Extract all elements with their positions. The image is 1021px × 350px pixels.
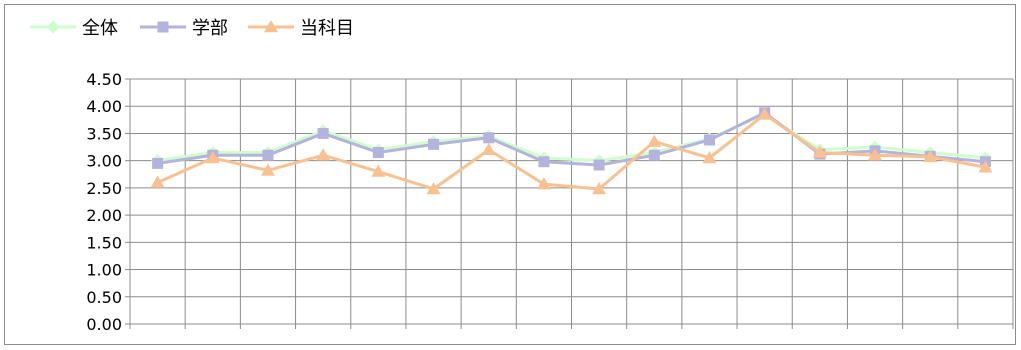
series-layer <box>150 107 993 195</box>
legend-label: 全体 <box>82 18 118 39</box>
y-tick-label: 4.00 <box>86 97 122 116</box>
data-point <box>260 163 275 176</box>
data-point <box>647 134 662 147</box>
data-point <box>812 145 827 158</box>
y-tick-label: 2.00 <box>86 206 122 225</box>
legend: 全体 学部 当科目 <box>30 18 354 39</box>
data-point <box>978 160 993 173</box>
legend-item: 学部 <box>140 18 228 39</box>
data-point <box>757 107 772 120</box>
y-tick-label: 3.00 <box>86 152 122 171</box>
legend-label: 学部 <box>192 18 228 39</box>
gridlines <box>129 78 1014 325</box>
y-tick-label: 3.50 <box>86 124 122 143</box>
data-point <box>593 159 605 171</box>
data-point <box>536 177 551 190</box>
data-point <box>317 127 329 139</box>
data-point <box>371 164 386 177</box>
data-point <box>372 147 384 158</box>
data-point <box>703 134 715 146</box>
y-tick-label: 1.50 <box>86 233 122 252</box>
y-tick-labels: 0.00 0.50 1.00 1.50 2.00 2.50 3.00 3.50 4.00 4.50 <box>86 70 122 334</box>
legend-marker <box>157 21 169 33</box>
y-tick-label: 1.00 <box>86 261 122 280</box>
data-point <box>702 150 717 164</box>
legend-label: 当科目 <box>300 18 354 39</box>
legend-marker <box>264 20 278 33</box>
data-point <box>483 132 495 144</box>
legend-marker <box>46 20 60 34</box>
data-point <box>205 150 220 164</box>
data-point <box>923 149 938 163</box>
series-3 <box>150 107 993 195</box>
data-point <box>150 175 165 188</box>
data-point <box>592 181 607 195</box>
data-point <box>648 149 660 161</box>
y-tick-label: 2.50 <box>86 179 122 198</box>
data-point <box>538 156 550 168</box>
data-point <box>262 149 274 161</box>
y-tick-label: 0.50 <box>86 288 122 307</box>
data-point <box>316 148 331 161</box>
data-point <box>426 181 441 195</box>
series-line <box>157 112 986 163</box>
legend-item: 全体 <box>30 18 118 39</box>
data-point <box>481 142 496 156</box>
data-point <box>152 157 164 169</box>
series-line <box>156 112 986 191</box>
data-point <box>868 148 883 161</box>
y-tick-label: 0.00 <box>86 315 122 334</box>
y-tick-label: 4.50 <box>86 70 122 89</box>
legend-item: 当科目 <box>248 18 354 39</box>
data-point <box>428 138 440 150</box>
axes <box>125 78 1014 329</box>
